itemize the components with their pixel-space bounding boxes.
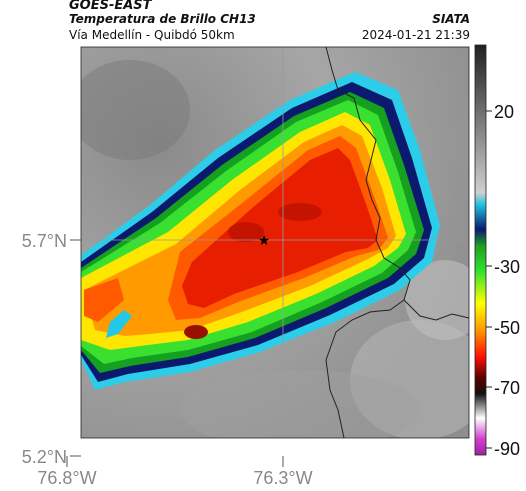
lon-tick-label: 76.8°W [37, 468, 96, 488]
timestamp-label: 2024-01-21 21:39 [361, 28, 470, 42]
satellite-title: GOES-EAST [69, 0, 152, 13]
lon-tick-label: 76.3°W [253, 468, 312, 488]
region-label: Vía Medellín - Quibdó 50km [69, 28, 235, 42]
colorbar-tick-label: -50 [494, 318, 520, 338]
colorbar-tick-label: 20 [494, 102, 514, 122]
colorbar-tick-label: -90 [494, 439, 520, 459]
brand-label: SIATA [432, 12, 470, 26]
lat-tick-label: 5.7°N [22, 231, 67, 251]
colorbar: 20 -30 -50 -70 -90 [474, 44, 520, 459]
colorbar-tick-label: -30 [494, 257, 520, 277]
product-title: Temperatura de Brillo CH13 [69, 12, 256, 26]
star-marker: ★ [258, 233, 271, 249]
satellite-image [81, 47, 469, 438]
colorbar-tick-label: -70 [494, 378, 520, 398]
lat-tick-label: 5.2°N [22, 447, 67, 467]
